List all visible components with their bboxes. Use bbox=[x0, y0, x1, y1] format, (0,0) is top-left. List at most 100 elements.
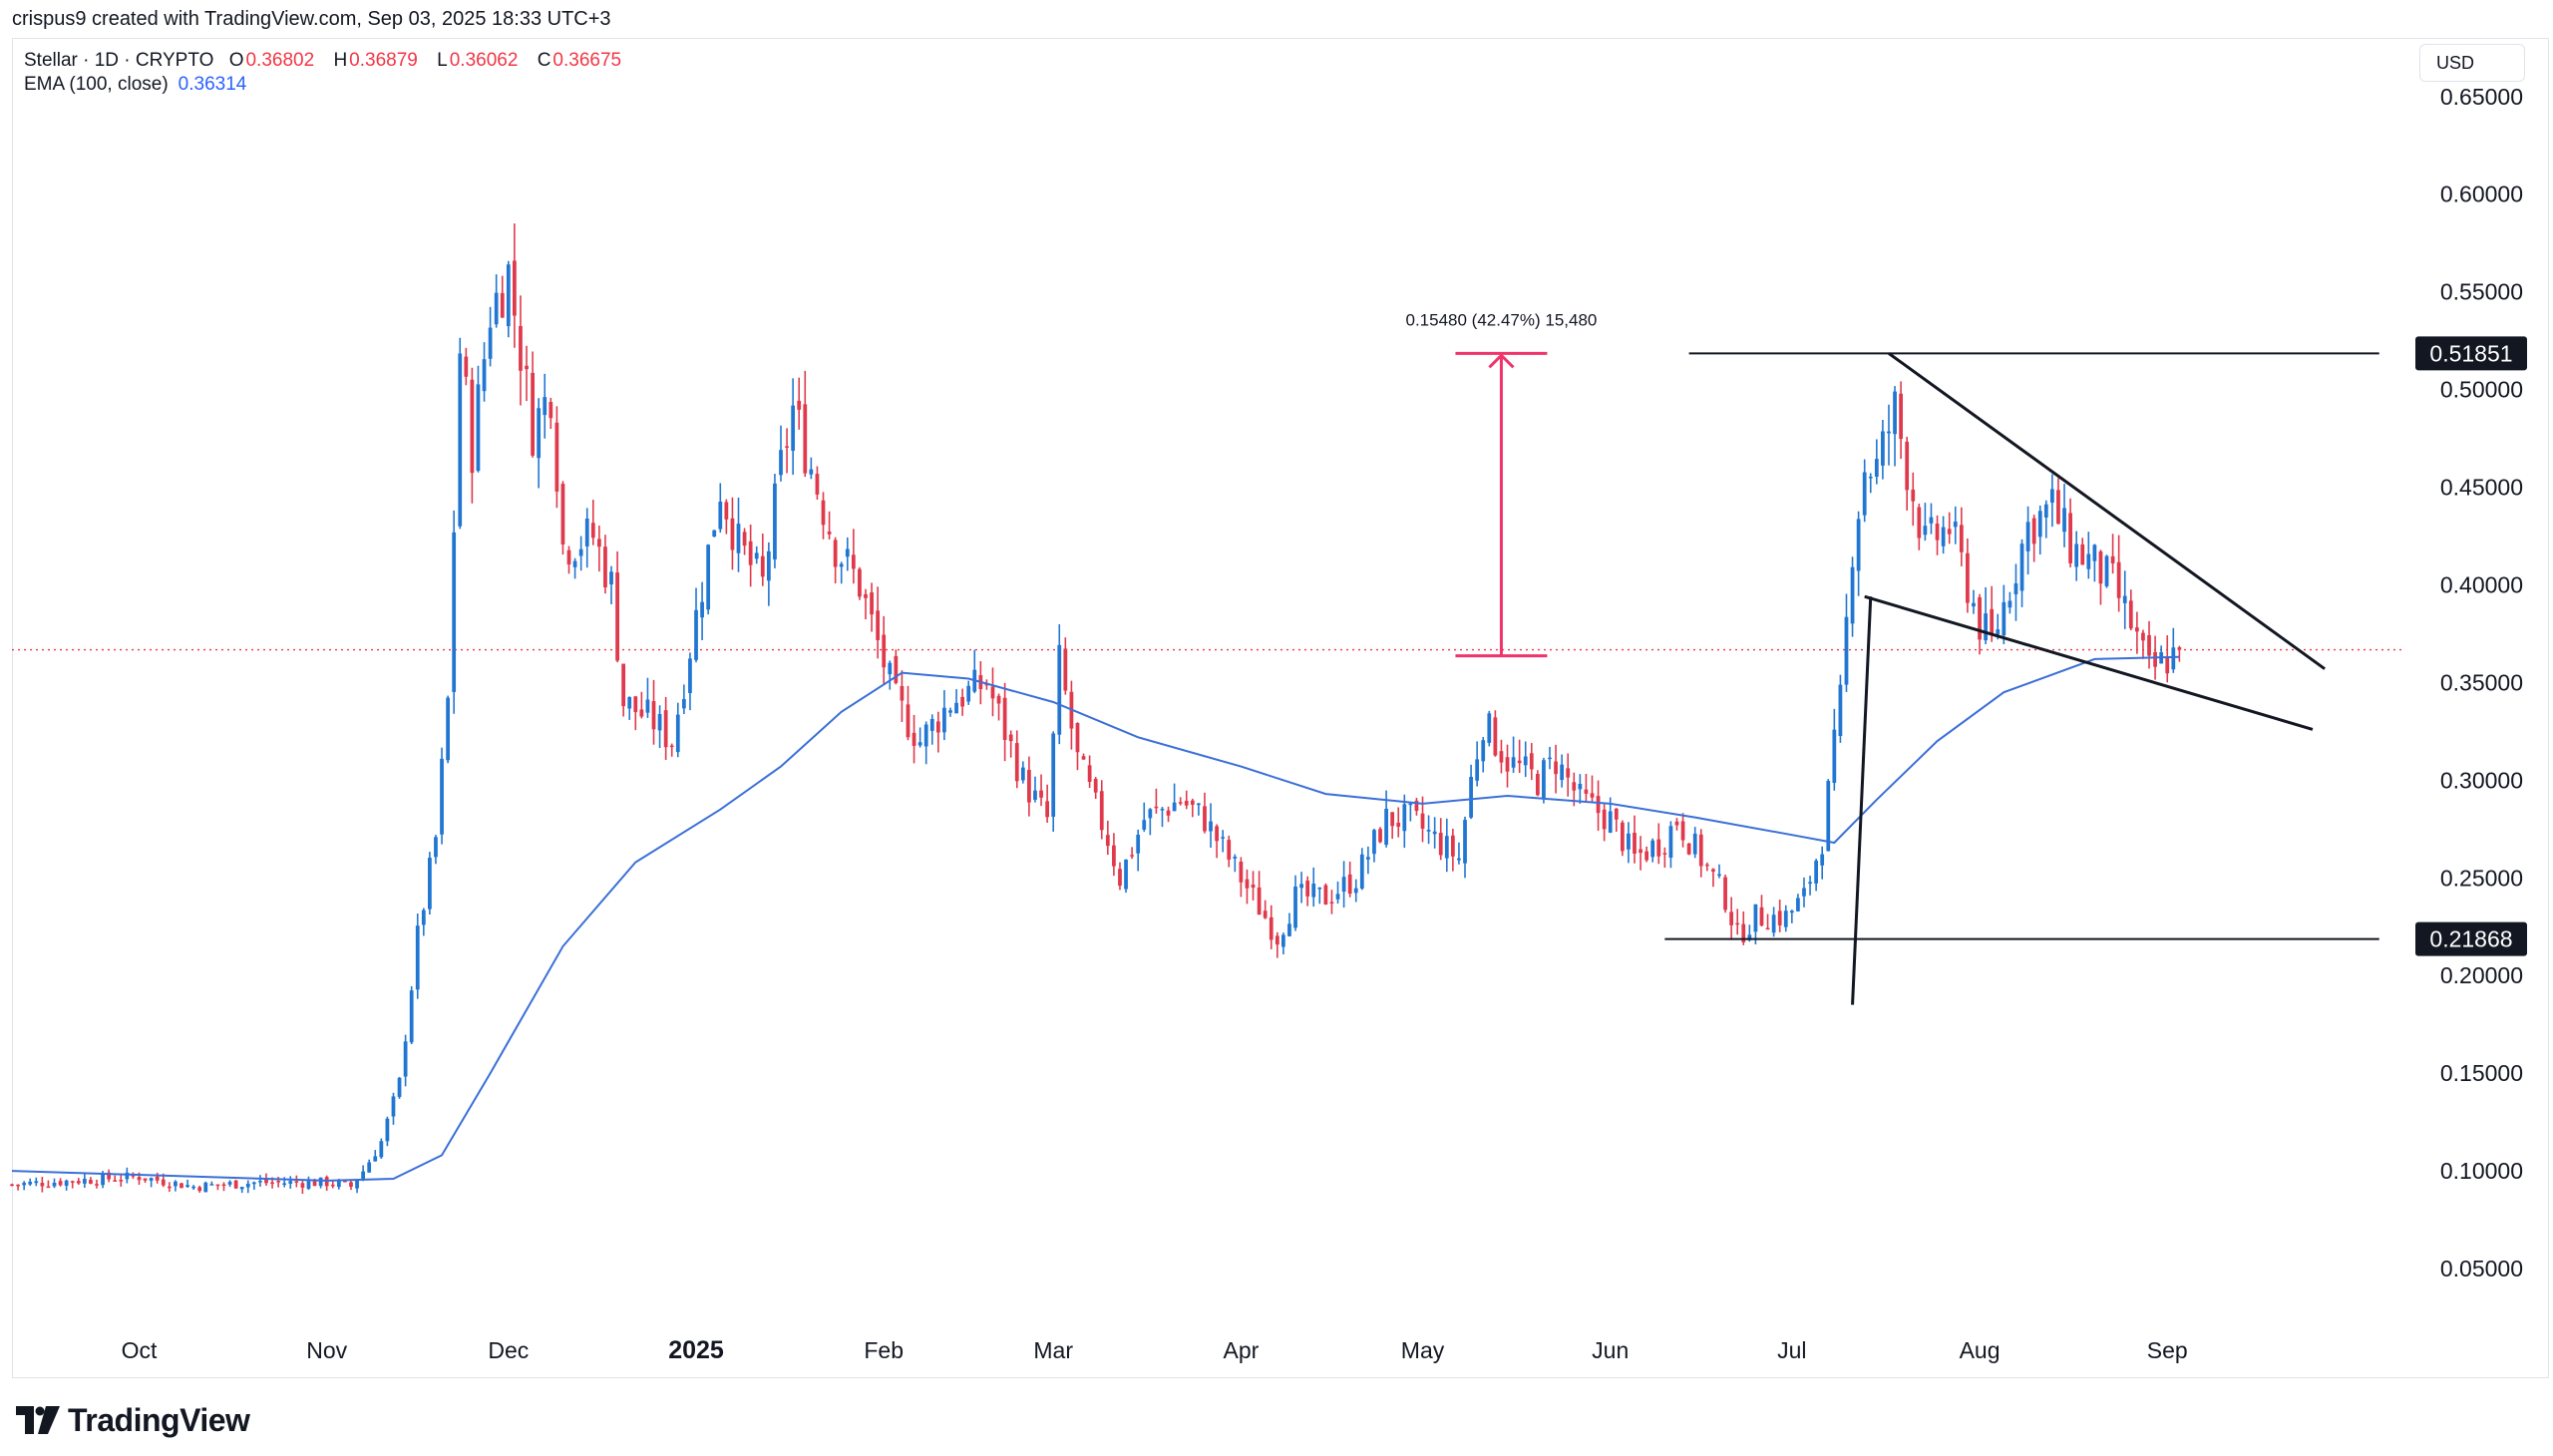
candle bbox=[651, 679, 656, 745]
candle bbox=[288, 1176, 293, 1189]
legend-close-key: C bbox=[537, 50, 551, 71]
candle bbox=[779, 425, 783, 482]
candle bbox=[966, 680, 971, 705]
x-tick-label: May bbox=[1401, 1337, 1445, 1363]
candle bbox=[1209, 803, 1213, 849]
candle bbox=[1850, 556, 1855, 637]
candle bbox=[373, 1150, 378, 1162]
candle bbox=[1753, 904, 1758, 944]
candle bbox=[990, 667, 995, 717]
candle bbox=[1802, 877, 1806, 908]
candle bbox=[397, 1076, 402, 1099]
candle bbox=[845, 537, 850, 571]
candle bbox=[833, 537, 838, 584]
candle bbox=[1887, 404, 1891, 466]
candle bbox=[1227, 836, 1232, 868]
candle bbox=[391, 1092, 396, 1125]
candle bbox=[1917, 503, 1922, 550]
candle bbox=[827, 511, 832, 540]
candle bbox=[89, 1177, 93, 1185]
candle bbox=[560, 481, 565, 555]
candle bbox=[482, 342, 487, 402]
candle bbox=[1953, 506, 1958, 545]
candle bbox=[942, 690, 946, 741]
measure-label: 0.15480 (42.47%) 15,480 bbox=[1406, 310, 1598, 329]
candle bbox=[1517, 739, 1522, 774]
time-axis: Oct Nov Dec 2025 Feb Mar Apr May Jun Jul Aug Sep bbox=[122, 1336, 2188, 1364]
candle bbox=[1390, 812, 1395, 840]
currency-selector[interactable]: USD bbox=[2419, 44, 2525, 82]
candle bbox=[2159, 645, 2164, 664]
candle bbox=[355, 1180, 359, 1194]
candle bbox=[1142, 802, 1147, 833]
candle bbox=[167, 1182, 172, 1193]
candle bbox=[1535, 770, 1540, 797]
candle bbox=[766, 542, 771, 606]
candle bbox=[1178, 797, 1183, 806]
candle bbox=[917, 727, 922, 748]
candle bbox=[633, 695, 638, 731]
candle bbox=[1426, 815, 1431, 845]
tradingview-logo[interactable]: TradingView bbox=[16, 1400, 250, 1440]
y-tick-label: 0.30000 bbox=[2440, 767, 2523, 793]
candle bbox=[415, 912, 420, 999]
candle bbox=[615, 550, 619, 663]
candle bbox=[1069, 680, 1074, 750]
candle bbox=[1990, 585, 1995, 642]
candle bbox=[1299, 872, 1303, 904]
candle bbox=[452, 510, 457, 714]
candle bbox=[1923, 503, 1928, 542]
candle bbox=[464, 347, 469, 386]
candle bbox=[1311, 867, 1316, 908]
y-tick-label: 0.05000 bbox=[2440, 1256, 2523, 1281]
candle bbox=[1263, 900, 1268, 919]
candle bbox=[1305, 876, 1310, 907]
y-tick-label: 0.35000 bbox=[2440, 669, 2523, 695]
candle bbox=[2116, 535, 2121, 612]
candle bbox=[1862, 459, 1867, 523]
candle bbox=[1105, 820, 1110, 856]
candle bbox=[1826, 779, 1831, 852]
legend-low-key: L bbox=[437, 50, 448, 71]
candle bbox=[1832, 708, 1837, 791]
candle bbox=[584, 508, 589, 568]
candle bbox=[64, 1179, 69, 1191]
candle bbox=[694, 587, 698, 663]
candle bbox=[1027, 756, 1031, 817]
tradingview-logo-icon bbox=[16, 1406, 60, 1434]
candle bbox=[494, 274, 499, 328]
candle bbox=[525, 345, 529, 402]
candle bbox=[1650, 838, 1655, 863]
candle bbox=[2074, 531, 2079, 581]
candle bbox=[1493, 710, 1498, 757]
ema-legend: EMA (100, close) 0.36314 bbox=[24, 74, 246, 96]
candle bbox=[155, 1172, 160, 1184]
candle bbox=[736, 498, 741, 572]
y-tick-label: 0.45000 bbox=[2440, 475, 2523, 501]
candle bbox=[251, 1181, 256, 1190]
ema-line bbox=[11, 655, 2180, 1182]
candle bbox=[1457, 842, 1461, 865]
candle bbox=[2037, 505, 2042, 555]
candle bbox=[1045, 784, 1050, 823]
candle bbox=[1771, 907, 1776, 937]
candle bbox=[70, 1180, 75, 1189]
candle bbox=[22, 1181, 27, 1191]
candle bbox=[1668, 821, 1673, 869]
candle bbox=[1239, 857, 1244, 898]
candle bbox=[1469, 764, 1473, 820]
measure-arrowhead bbox=[1488, 353, 1515, 369]
candle bbox=[367, 1159, 372, 1173]
candle bbox=[1112, 833, 1116, 877]
candle bbox=[657, 705, 662, 749]
x-tick-label: Apr bbox=[1223, 1337, 1259, 1363]
candle bbox=[119, 1174, 124, 1187]
price-axis: 0.65000 0.60000 0.55000 0.50000 0.45000 0.400… bbox=[2440, 84, 2523, 1281]
candle bbox=[1160, 807, 1165, 828]
candle bbox=[1481, 737, 1486, 773]
candle bbox=[1014, 730, 1019, 789]
y-tick-label: 0.50000 bbox=[2440, 377, 2523, 403]
candle bbox=[663, 696, 668, 761]
candle bbox=[590, 500, 595, 546]
